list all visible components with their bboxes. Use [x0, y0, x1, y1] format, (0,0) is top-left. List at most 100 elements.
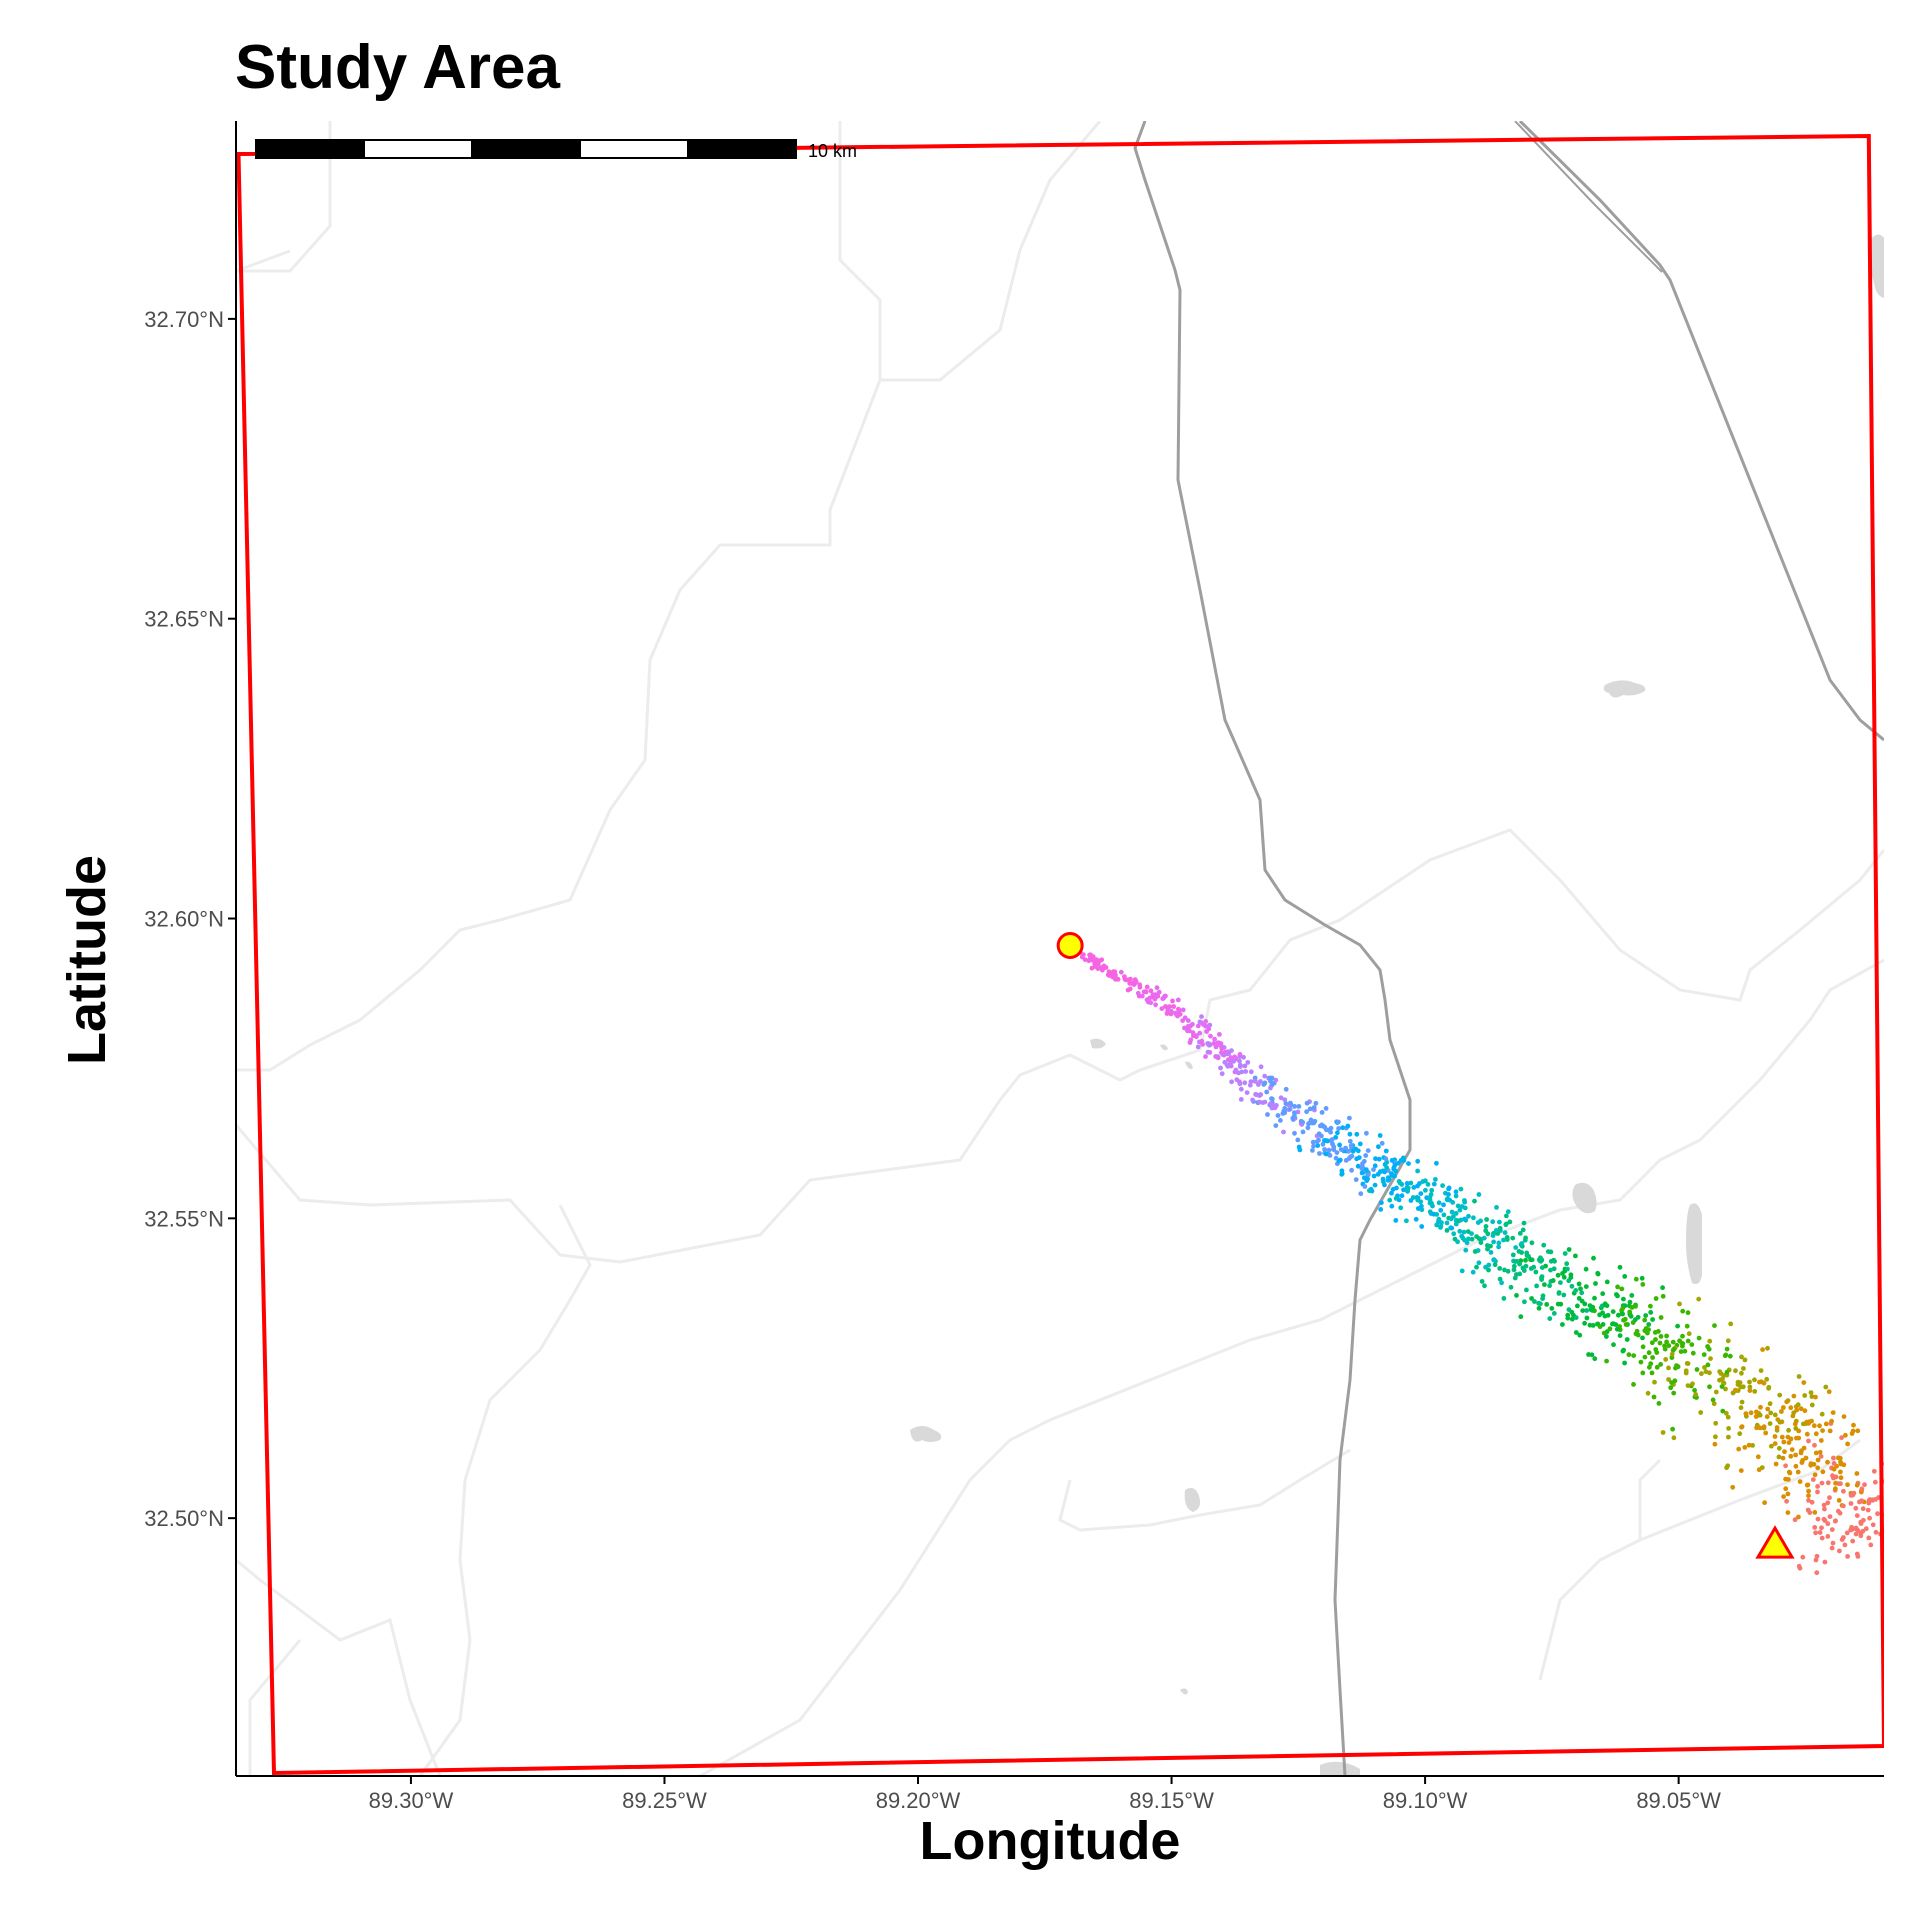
plume-point [1418, 1191, 1424, 1196]
plume-point [1404, 1181, 1410, 1186]
plume-point [1475, 1220, 1481, 1225]
plume-point [1231, 1058, 1237, 1064]
plume-point [1682, 1348, 1688, 1354]
plume-point [1809, 1499, 1815, 1505]
plume-point [1094, 960, 1100, 966]
plume-point [1175, 997, 1181, 1003]
y-tick-label: 32.50°N [144, 1506, 224, 1531]
plume-point [1457, 1228, 1463, 1234]
plume-point [1796, 1374, 1802, 1379]
plume-point [1296, 1104, 1302, 1109]
plume-point [1399, 1193, 1405, 1199]
plume-point [1122, 974, 1127, 979]
plume-point [1845, 1441, 1850, 1447]
plume-point [1313, 1100, 1319, 1106]
plume-point [1895, 1498, 1900, 1503]
plume-point [1505, 1268, 1511, 1274]
plume-point [1726, 1426, 1731, 1431]
plume-point [1723, 1410, 1729, 1416]
plume-point [1819, 1411, 1825, 1417]
plume-point [1765, 1406, 1771, 1412]
plume-point [1367, 1188, 1372, 1193]
plume-point [1666, 1365, 1671, 1371]
plume-point [1719, 1384, 1725, 1389]
plume-point [1382, 1182, 1387, 1188]
plume-point [1849, 1431, 1855, 1436]
scale-bar-segment [363, 139, 473, 159]
plume-point [1153, 1002, 1158, 1008]
plume-point [1282, 1097, 1288, 1103]
plume-point [1768, 1410, 1774, 1416]
plume-point [1111, 969, 1116, 975]
plume-point [1476, 1236, 1482, 1241]
plume-point [1238, 1086, 1244, 1092]
plume-point [1685, 1338, 1691, 1344]
plume-point [1207, 1022, 1213, 1028]
plume-point [1115, 976, 1121, 982]
plume-point [1427, 1209, 1433, 1215]
plume-point [1292, 1110, 1297, 1116]
plume-point [1827, 1428, 1833, 1434]
plume-point [1334, 1150, 1340, 1155]
y-axis-ticks: 32.70°N 32.65°N 32.60°N 32.55°N 32.50°N [144, 307, 236, 1531]
plume-point [1788, 1405, 1794, 1411]
plume-point [1306, 1120, 1312, 1126]
plume-point [1465, 1229, 1471, 1234]
plume-point [1185, 1018, 1191, 1023]
plume-point [1366, 1172, 1371, 1177]
plume-point [1384, 1165, 1389, 1171]
plume-point [1858, 1533, 1864, 1539]
plume-point [1600, 1310, 1605, 1316]
plume-point [1890, 1533, 1895, 1538]
plume-point [1825, 1459, 1830, 1465]
plume-point [1446, 1185, 1452, 1191]
plume-point [1490, 1219, 1496, 1225]
water-bodies [910, 234, 1884, 1776]
plume-point [1777, 1419, 1783, 1425]
plume-point [1809, 1418, 1814, 1424]
plume-point [1518, 1314, 1524, 1320]
plume-point [1742, 1445, 1748, 1450]
plume-point [1455, 1239, 1460, 1245]
plume-point [1863, 1526, 1869, 1532]
plume-point [1680, 1343, 1685, 1349]
plume-point [1273, 1123, 1279, 1128]
plume-point [1176, 1006, 1181, 1012]
plume-point [1494, 1205, 1499, 1210]
plume-point [1809, 1394, 1815, 1399]
plume-point [1453, 1189, 1459, 1195]
plume-point [1780, 1455, 1786, 1461]
plume-point [1573, 1253, 1578, 1259]
plume-point [1322, 1147, 1327, 1152]
plume-point [1186, 1024, 1192, 1029]
plume-point [1517, 1231, 1523, 1236]
plume-point [1503, 1221, 1509, 1227]
plume-point [1539, 1265, 1545, 1270]
plume-point [1566, 1278, 1572, 1284]
plume-point [1455, 1203, 1461, 1209]
plume-point [1427, 1197, 1433, 1203]
plume-point [1436, 1216, 1442, 1222]
plume-point [1649, 1370, 1655, 1376]
plume-point [1648, 1310, 1654, 1315]
plume-point [1576, 1281, 1582, 1287]
plume-point [1629, 1305, 1635, 1310]
plume-point [1353, 1177, 1359, 1182]
plume-point [1727, 1353, 1733, 1359]
plume-point [1336, 1119, 1341, 1125]
plume-point [1347, 1131, 1353, 1137]
plume-point [1229, 1048, 1234, 1053]
plume-point [1720, 1408, 1726, 1414]
plume-point [1725, 1463, 1731, 1469]
plume-point [1237, 1081, 1243, 1087]
plume-point [1484, 1217, 1489, 1222]
plume-point [1810, 1477, 1816, 1482]
plume-point [1307, 1106, 1313, 1112]
plume-point [1353, 1146, 1359, 1152]
plume-point [1737, 1380, 1743, 1385]
plume-point [1556, 1291, 1562, 1296]
plume-point [1841, 1503, 1846, 1509]
x-axis-label: Longitude [919, 1811, 1181, 1871]
plume-point [1787, 1470, 1793, 1476]
plume-point [1153, 993, 1159, 999]
